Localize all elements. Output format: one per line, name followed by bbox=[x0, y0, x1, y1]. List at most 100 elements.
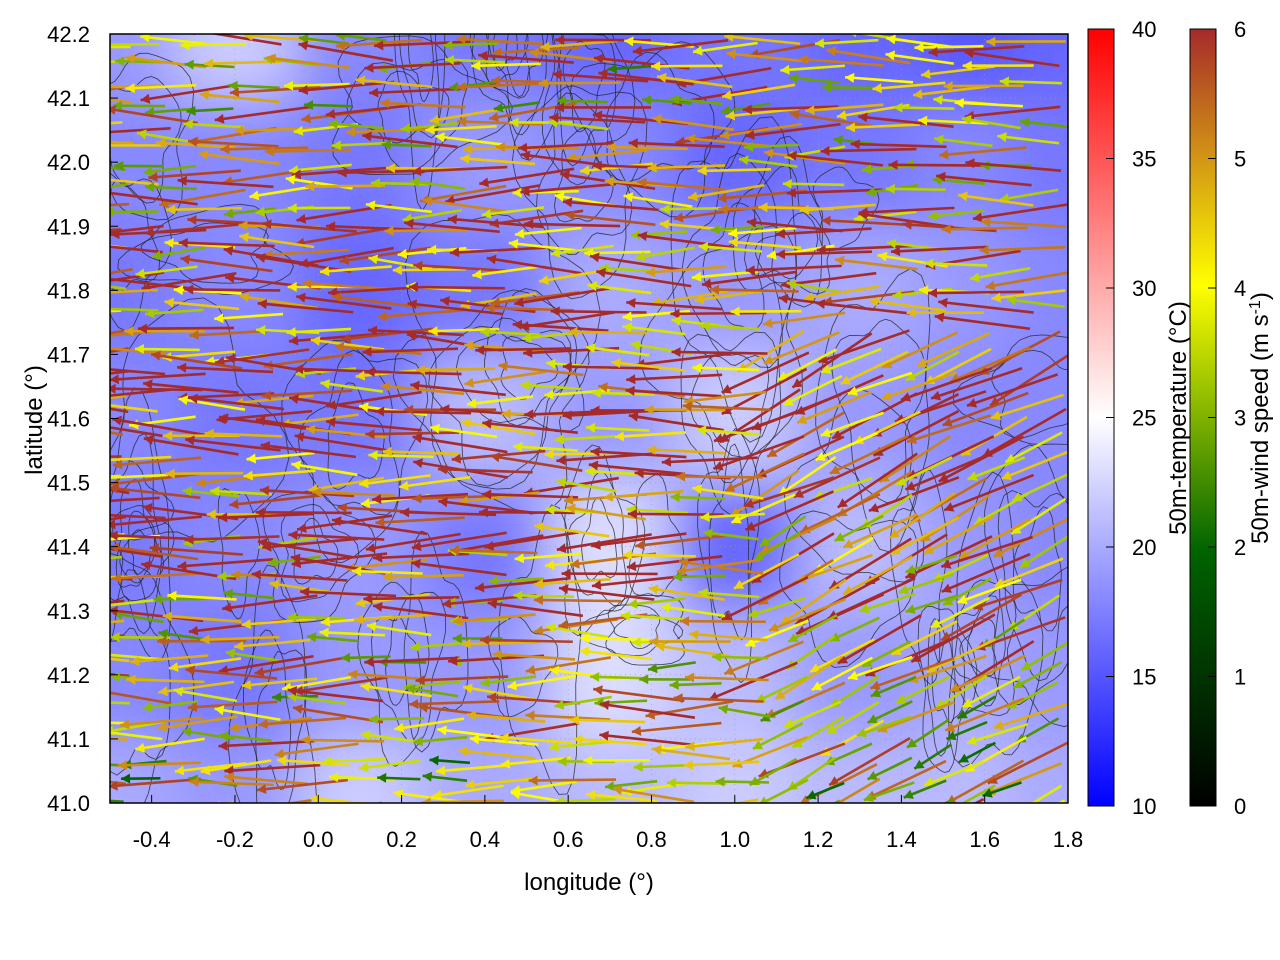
colorbar-tick-label: 30 bbox=[1132, 276, 1156, 301]
wind-arrow bbox=[110, 619, 125, 624]
wind-arrow bbox=[110, 182, 128, 189]
wind-arrow bbox=[994, 806, 1028, 823]
wind-arrow bbox=[331, 292, 421, 309]
contour-line bbox=[281, 339, 429, 564]
wind-arrow bbox=[288, 530, 385, 541]
wind-arrow bbox=[913, 743, 953, 770]
y-tick-label: 41.9 bbox=[47, 214, 90, 239]
wind-arrow bbox=[151, 246, 206, 261]
wind-arrow bbox=[255, 507, 352, 518]
wind-arrow bbox=[112, 456, 202, 470]
wind-arrow bbox=[461, 638, 540, 649]
wind-arrow bbox=[490, 291, 580, 308]
contour-line bbox=[262, 490, 377, 624]
wind-arrow bbox=[359, 474, 431, 489]
wind-arrow bbox=[222, 801, 234, 803]
wind-arrow bbox=[943, 81, 1024, 92]
wind-arrow bbox=[110, 383, 203, 394]
wind-arrow bbox=[287, 203, 351, 214]
wind-arrow bbox=[288, 394, 385, 414]
wind-arrow bbox=[730, 493, 796, 524]
wind-arrow bbox=[472, 265, 543, 280]
wind-arrow bbox=[644, 404, 726, 415]
wind-arrow bbox=[744, 141, 799, 152]
wind-arrow bbox=[628, 138, 725, 149]
wind-arrow bbox=[136, 129, 197, 145]
wind-arrow bbox=[224, 763, 321, 776]
wind-arrow bbox=[241, 677, 318, 690]
wind-arrow bbox=[110, 369, 130, 375]
wind-arrow bbox=[163, 430, 240, 441]
wind-arrow bbox=[296, 203, 392, 224]
wind-arrow bbox=[393, 788, 464, 803]
wind-arrow bbox=[965, 158, 1062, 172]
wind-arrow bbox=[110, 701, 130, 705]
wind-arrow bbox=[990, 393, 1064, 421]
wind-arrow bbox=[558, 584, 655, 601]
wind-arrow bbox=[110, 43, 160, 47]
wind-arrow bbox=[622, 550, 696, 560]
wind-vectors bbox=[110, 34, 1068, 823]
y-tick-label: 41.4 bbox=[47, 535, 90, 560]
wind-arrow bbox=[805, 781, 845, 800]
wind-arrow bbox=[135, 737, 205, 753]
wind-arrow bbox=[538, 78, 621, 89]
wind-arrow bbox=[763, 331, 840, 365]
wind-arrow bbox=[568, 327, 647, 337]
temperature-colorbar: 10 15 20 25 30 35 40 50m-temperature (°C) bbox=[1087, 17, 1192, 819]
wind-arrow bbox=[598, 69, 694, 86]
wind-arrow bbox=[365, 429, 460, 440]
wind-arrow bbox=[185, 435, 281, 452]
wind-arrow bbox=[520, 380, 582, 391]
wind-arrow bbox=[930, 367, 1023, 401]
wind-arrow bbox=[110, 426, 163, 438]
wind-arrow bbox=[941, 552, 1031, 593]
wind-arrow bbox=[110, 513, 166, 520]
wind-arrow bbox=[381, 139, 432, 150]
wind-arrow bbox=[614, 431, 687, 442]
wind-arrow bbox=[110, 202, 130, 207]
wind-arrow bbox=[178, 395, 246, 411]
wind-arrow bbox=[110, 404, 158, 413]
wind-arrow bbox=[820, 146, 917, 156]
x-tick-label: 0.8 bbox=[636, 827, 667, 852]
wind-arrow bbox=[796, 390, 873, 424]
wind-arrow bbox=[525, 710, 611, 721]
wind-arrow bbox=[438, 497, 534, 515]
wind-arrow bbox=[404, 218, 500, 234]
wind-arrow bbox=[186, 105, 234, 116]
wind-colorbar: 0 1 2 3 4 5 6 50m-wind speed (m s-1) bbox=[1189, 17, 1274, 819]
y-tick-label: 41.1 bbox=[47, 727, 90, 752]
wind-arrow bbox=[866, 756, 913, 781]
wind-arrow bbox=[218, 731, 272, 743]
wind-arrow bbox=[518, 141, 615, 153]
wind-arrow bbox=[408, 282, 505, 292]
wind-arrow bbox=[298, 34, 350, 46]
wind-arrow bbox=[719, 122, 803, 140]
wind-arrow bbox=[964, 48, 1060, 68]
wind-arrow bbox=[858, 112, 954, 128]
wind-arrow bbox=[625, 385, 722, 398]
wind-arrow bbox=[125, 83, 197, 94]
wind-arrow bbox=[164, 297, 240, 311]
wind-arrow bbox=[726, 49, 809, 63]
wind-arrow bbox=[214, 312, 284, 324]
wind-arrow bbox=[479, 167, 575, 188]
wind-arrow bbox=[369, 87, 466, 98]
wind-arrow bbox=[660, 204, 722, 215]
x-axis-label: longitude (°) bbox=[524, 869, 654, 896]
wind-arrow bbox=[358, 759, 421, 773]
contour-line bbox=[997, 489, 1068, 682]
wind-arrow bbox=[1001, 450, 1068, 480]
wind-arrow bbox=[1013, 660, 1063, 690]
wind-arrow bbox=[786, 187, 883, 198]
wind-arrow bbox=[129, 654, 209, 667]
wind-arrow bbox=[283, 80, 350, 91]
wind-arrow bbox=[162, 611, 242, 624]
wind-arrow bbox=[701, 270, 798, 289]
wind-arrow bbox=[626, 373, 723, 385]
wind-arrow bbox=[364, 656, 461, 667]
wind-arrow bbox=[966, 722, 1029, 746]
wind-arrow bbox=[375, 406, 472, 417]
wind-arrow bbox=[1010, 497, 1067, 535]
